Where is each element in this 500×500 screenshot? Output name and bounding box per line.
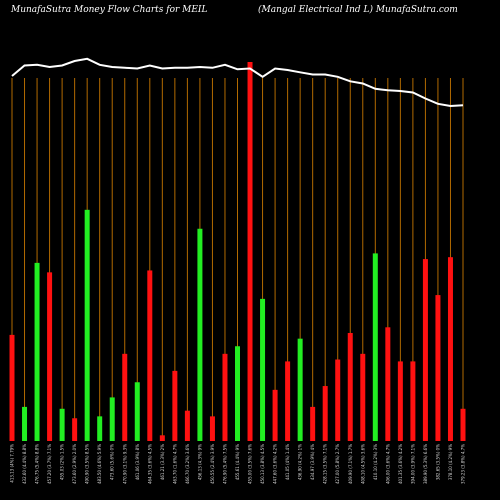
x-tick-label: 389.90 (5.3%) 6.6% xyxy=(423,444,428,484)
money-flow-bar xyxy=(9,334,15,441)
money-flow-bar xyxy=(360,353,366,441)
money-flow-bar xyxy=(197,228,203,441)
x-tick-label: 483.50 (4.6%) 5.9% xyxy=(97,444,102,484)
x-tick-label: 464.35 (3.6%) 4.5% xyxy=(147,444,152,484)
money-flow-bar xyxy=(22,406,28,441)
x-tick-label: 427.00 (5.8%) 2.7% xyxy=(335,444,340,484)
money-flow-bar xyxy=(59,408,65,441)
x-tick-label: 461.21 (3.3%) 2% xyxy=(160,444,165,480)
money-flow-bar xyxy=(72,418,78,441)
x-tick-label: 441.05 (4%) 1.4% xyxy=(285,444,290,480)
x-tick-label: 382.65 (3.5%) 0% xyxy=(435,444,440,480)
money-flow-bar xyxy=(184,410,190,441)
money-flow-bar xyxy=(272,389,278,441)
x-tick-label: 434.97 (3.9%) 4% xyxy=(310,444,315,480)
chart-title-left: MunafaSutra Money Flow Charts for MEIL xyxy=(11,5,208,15)
x-tick-label: 428.15 (3.5%) 7.1% xyxy=(323,444,328,484)
money-flow-bar xyxy=(84,209,90,441)
x-tick-label: 490.90 (3.5%) 8.5% xyxy=(85,444,90,484)
money-flow-bar xyxy=(247,62,253,441)
x-tick-label: 409.90 (7.1%) 1.7% xyxy=(348,444,353,484)
x-tick-label: 473.60 (2.9%) 2.0% xyxy=(72,444,77,484)
x-tick-label: 394.00 (3.9%) 7.1% xyxy=(410,444,415,484)
money-flow-bar xyxy=(322,386,328,441)
x-tick-label: 457.20 (3.7%) 7.1% xyxy=(47,444,52,484)
x-tick-label: 456.13 (4.3%) 9% xyxy=(197,444,202,480)
price-line xyxy=(11,57,464,108)
money-flow-bar xyxy=(222,353,228,441)
x-tick-label: 378.10 (4.2%) 9% xyxy=(448,444,453,480)
money-flow-bar xyxy=(147,270,153,441)
x-tick-label: 450.55 (2.4%) 3.9% xyxy=(210,444,215,484)
money-flow-bar xyxy=(172,370,178,441)
money-flow-bar xyxy=(410,361,416,441)
x-tick-label: 408.10 (4.5%) 3.6% xyxy=(360,444,365,484)
x-tick-label: 466.70 (3.2%) 3.6% xyxy=(185,444,190,484)
money-flow-bar xyxy=(297,338,303,441)
money-flow-bar xyxy=(109,397,115,441)
x-tick-label: 432.60 (4.4%) 8.8% xyxy=(22,444,27,484)
x-tick-label: 455.61 (4.4%) 9% xyxy=(235,444,240,480)
x-tick-label: 410.10 (4.2%) 3% xyxy=(373,444,378,480)
money-flow-bar xyxy=(260,298,266,441)
money-flow-bar xyxy=(372,253,378,441)
x-tick-label: 470.90 (3.1%) 9.3% xyxy=(122,444,127,484)
money-flow-bar xyxy=(335,359,341,441)
money-flow-bar xyxy=(397,361,403,441)
money-flow-bar xyxy=(134,382,140,441)
money-flow-bar xyxy=(235,346,240,441)
x-tick-label: 447.60 (3.6%) 4.2% xyxy=(273,444,278,484)
money-flow-bar xyxy=(285,361,291,441)
x-tick-label: 461.06 (3.9%) 8% xyxy=(135,444,140,480)
money-flow-bar xyxy=(385,327,391,441)
x-tick-label: 455.00 (3.5%) 7.6% xyxy=(248,444,253,484)
x-tick-label: 401.35 (3.6%) 4.2% xyxy=(398,444,403,484)
money-flow-bar xyxy=(435,295,441,441)
money-flow-bar xyxy=(47,272,53,441)
x-tick-label: 379.23 (3.8%) 4.7% xyxy=(461,444,466,484)
chart-title-right: (Mangal Electrical Ind L) MunafaSutra.co… xyxy=(258,5,458,15)
x-tick-label: 476.90 (5.4%) 7.5% xyxy=(222,444,227,484)
money-flow-bar xyxy=(447,257,453,441)
x-tick-label: 436.90 (4.2%) 1% xyxy=(298,444,303,480)
x-tick-label: 476.75 (5.4%) 8.8% xyxy=(35,444,40,484)
money-flow-bar xyxy=(34,262,40,441)
money-flow-bar xyxy=(209,416,215,441)
x-tick-label: 455.03 (2%) 1.5% xyxy=(60,444,65,480)
money-flow-bar xyxy=(97,416,103,441)
money-flow-bar xyxy=(460,408,466,441)
x-tick-label: 406.00 (3.6%) 4.7% xyxy=(385,444,390,484)
x-tick-label: 413.13 (4%) 7.79% xyxy=(10,444,15,483)
x-tick-label: 450.13 (3.8%) 4.5% xyxy=(260,444,265,484)
money-flow-bar xyxy=(310,406,316,441)
money-flow-bar xyxy=(422,259,428,441)
x-tick-label: 463.70 (1.6%) 4.7% xyxy=(172,444,177,484)
money-flow-bar xyxy=(347,332,353,441)
money-flow-bar xyxy=(159,435,165,441)
money-flow-bar xyxy=(122,353,128,441)
x-tick-label: 473.60 (5.6%) 0% xyxy=(110,444,115,480)
